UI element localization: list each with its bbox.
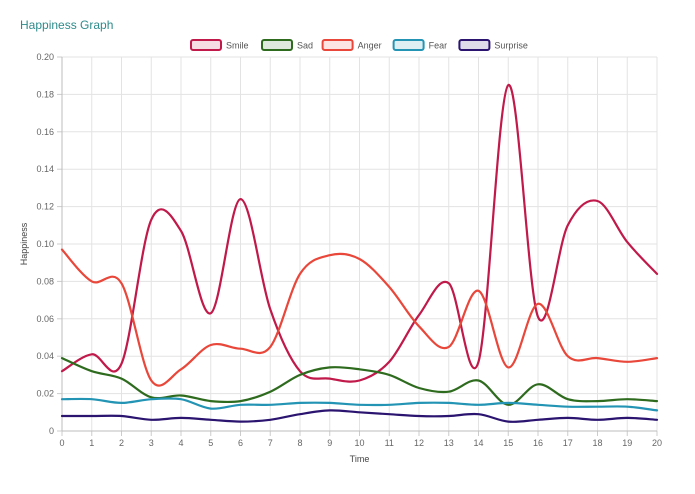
series-line-anger [60, 248, 659, 387]
x-tick-label: 18 [592, 438, 602, 448]
legend-label-anger[interactable]: Anger [358, 41, 382, 51]
series-line-fear [60, 397, 659, 412]
x-tick-label: 1 [89, 438, 94, 448]
x-axis-label: Time [350, 454, 370, 464]
legend-swatch-fear[interactable] [392, 39, 425, 51]
y-tick-label: 0.12 [36, 202, 54, 212]
x-tick-label: 15 [503, 438, 513, 448]
x-tick-label: 17 [563, 438, 573, 448]
x-tick-label: 14 [473, 438, 483, 448]
legend-swatch-sad[interactable] [261, 39, 293, 51]
series-line-smile [60, 83, 659, 383]
y-tick-label: 0.08 [36, 276, 54, 286]
y-tick-label: 0.04 [36, 351, 54, 361]
y-tick-label: 0.02 [36, 389, 54, 399]
x-tick-label: 5 [208, 438, 213, 448]
x-tick-label: 16 [533, 438, 543, 448]
x-tick-label: 2 [119, 438, 124, 448]
y-tick-label: 0 [49, 426, 54, 436]
x-tick-label: 6 [238, 438, 243, 448]
y-axis-label: Happiness [19, 222, 29, 265]
series-line-surprise [60, 409, 659, 423]
x-tick-label: 13 [444, 438, 454, 448]
legend-swatch-surprise[interactable] [458, 39, 491, 51]
legend-swatch-smile[interactable] [190, 39, 222, 51]
legend-label-sad[interactable]: Sad [297, 41, 313, 51]
x-tick-label: 9 [327, 438, 332, 448]
y-tick-label: 0.06 [36, 314, 54, 324]
x-tick-label: 7 [268, 438, 273, 448]
y-tick-label: 0.14 [36, 164, 54, 174]
x-tick-label: 12 [414, 438, 424, 448]
x-tick-label: 4 [178, 438, 183, 448]
legend-swatch-anger[interactable] [321, 39, 354, 51]
legend-label-surprise[interactable]: Surprise [494, 41, 528, 51]
x-tick-label: 20 [652, 438, 662, 448]
legend-label-fear[interactable]: Fear [429, 41, 448, 51]
y-tick-label: 0.20 [36, 52, 54, 62]
legend-label-smile[interactable]: Smile [226, 41, 249, 51]
x-tick-label: 3 [149, 438, 154, 448]
y-tick-label: 0.18 [36, 89, 54, 99]
x-tick-label: 19 [622, 438, 632, 448]
x-tick-label: 8 [297, 438, 302, 448]
x-tick-label: 10 [354, 438, 364, 448]
chart-title: Happiness Graph [20, 18, 114, 32]
y-tick-label: 0.16 [36, 127, 54, 137]
y-tick-label: 0.10 [36, 239, 54, 249]
x-tick-label: 0 [59, 438, 64, 448]
x-tick-label: 11 [385, 438, 394, 448]
